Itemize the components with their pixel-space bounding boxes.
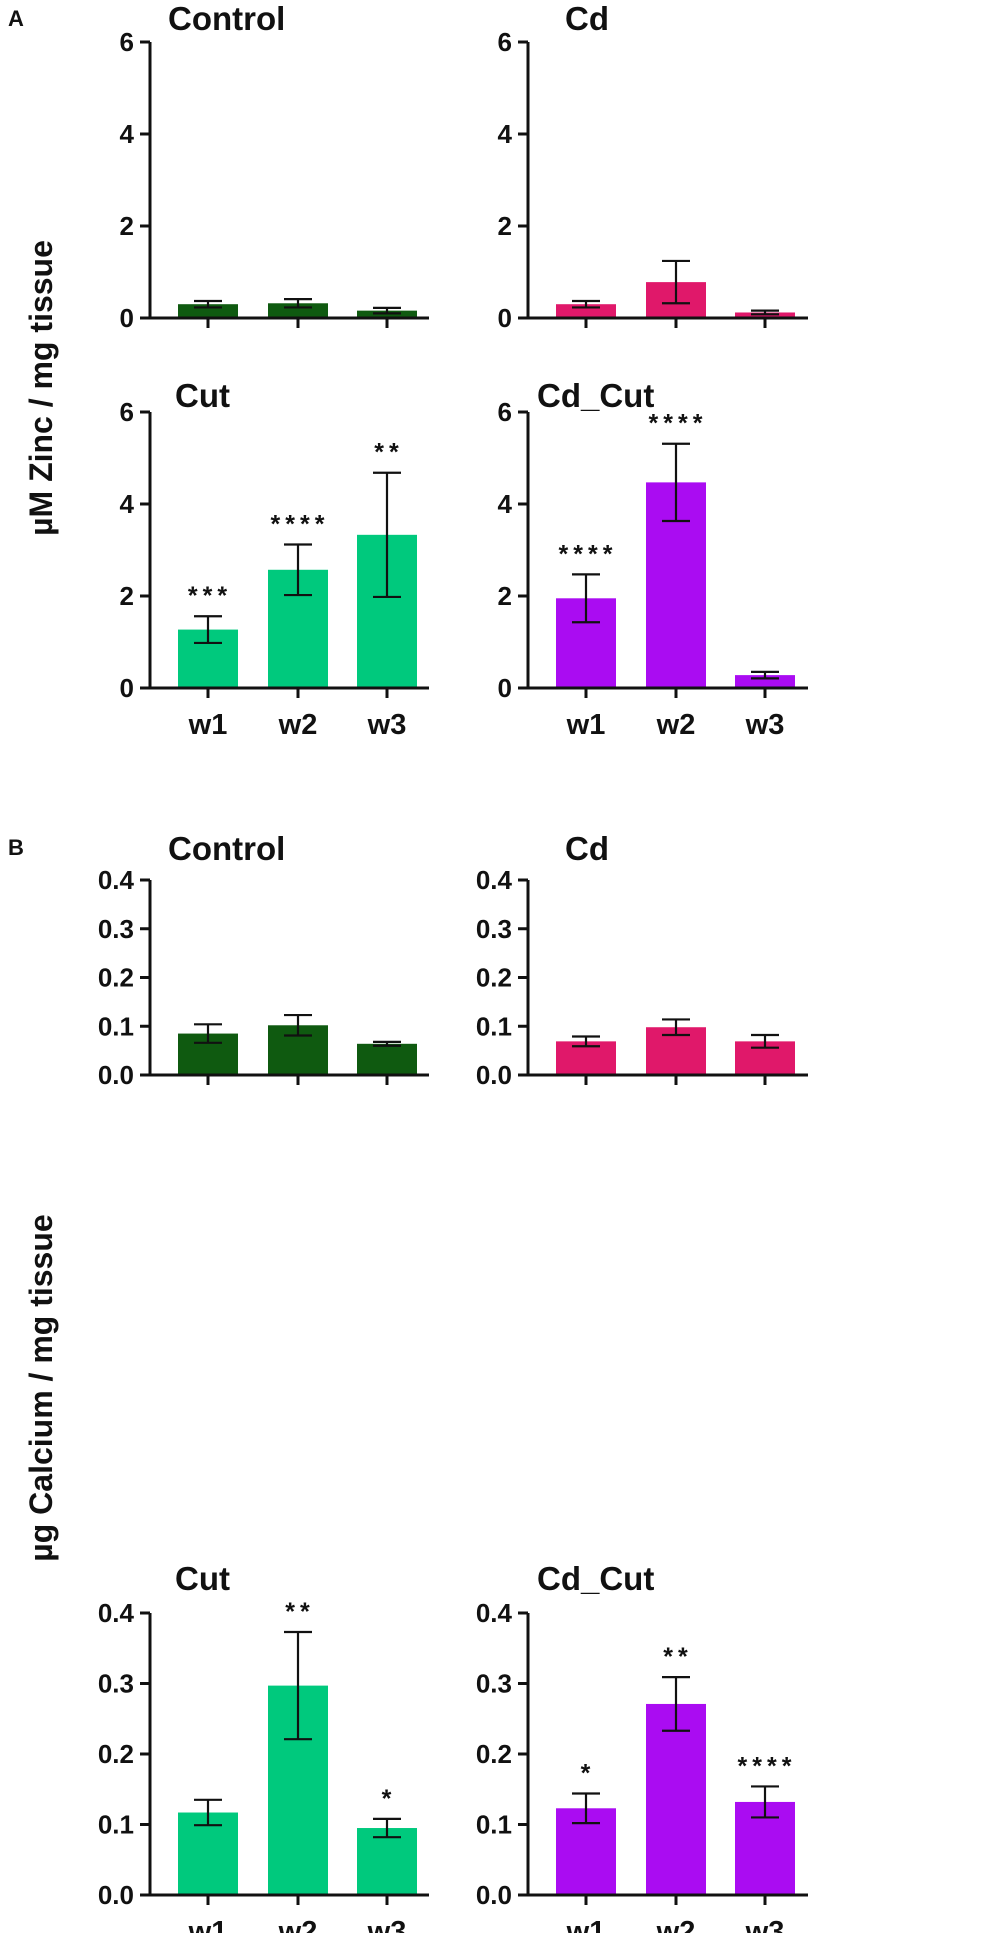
chart-a-cd: Cd 0 2 4 6 [498, 0, 808, 333]
bar-w3 [357, 1828, 417, 1895]
significance-label: * [581, 1759, 596, 1787]
bar-w1 [556, 304, 616, 318]
y-tick-label: 0.2 [98, 963, 134, 993]
y-tick-label: 0.2 [476, 963, 512, 993]
y-tick-label: 2 [498, 581, 512, 611]
significance-label: **** [559, 540, 618, 568]
y-tick-label: 0.2 [98, 1739, 134, 1769]
chart-title: Cd_Cut [537, 377, 654, 414]
category-label: w1 [566, 709, 606, 741]
chart-b-cd-cut: Cd_Cut * w1 ** w2 **** w3 0.0 0.1 0.2 0.3 0.4 [476, 1560, 808, 1933]
chart-title: Cut [175, 1560, 230, 1597]
y-tick-label: 0.3 [98, 914, 134, 944]
y-tick-label: 0 [498, 673, 512, 703]
significance-label: **** [649, 410, 708, 438]
y-tick-label: 0.4 [98, 865, 135, 895]
bar-w2 [646, 1703, 706, 1895]
bar-w2 [268, 303, 328, 318]
chart-b-control: Control 0.0 0.1 0.2 0.3 0.4 [98, 830, 429, 1090]
y-tick-label: 0.1 [476, 1011, 512, 1041]
y-tick-label: 0.3 [476, 1669, 512, 1699]
bar-w1 [178, 304, 238, 318]
y-tick-label: 0.4 [476, 865, 513, 895]
chart-title: Cd [565, 830, 609, 867]
category-label: w2 [278, 1916, 318, 1933]
chart-title: Cut [175, 377, 230, 414]
significance-label: *** [188, 582, 232, 610]
y-tick-label: 0.4 [98, 1598, 135, 1628]
significance-label: ** [285, 1598, 314, 1626]
y-tick-label: 0 [120, 303, 134, 333]
chart-title: Control [168, 830, 285, 867]
y-tick-label: 2 [120, 211, 134, 241]
bar-w3 [735, 675, 795, 688]
y-tick-label: 0.1 [476, 1810, 512, 1840]
category-label: w3 [745, 1916, 785, 1933]
significance-label: ** [663, 1643, 692, 1671]
panel-b-y-axis-label: µg Calcium / mg tissue [23, 1214, 59, 1561]
significance-label: **** [271, 510, 330, 538]
panel-b-label: B [8, 835, 24, 860]
significance-label: ** [374, 439, 403, 467]
chart-a-cut: Cut *** w1 **** w2 ** w3 0 2 4 6 [120, 377, 429, 741]
y-tick-label: 4 [498, 489, 513, 519]
y-tick-label: 0.0 [98, 1880, 134, 1910]
y-tick-label: 6 [120, 27, 134, 57]
category-label: w1 [566, 1916, 606, 1933]
category-label: w2 [656, 1916, 696, 1933]
y-tick-label: 4 [498, 119, 513, 149]
significance-label: **** [738, 1752, 797, 1780]
y-tick-label: 0 [120, 673, 134, 703]
y-tick-label: 2 [498, 211, 512, 241]
chart-a-control: Control 0 2 4 6 [120, 0, 429, 333]
chart-title: Control [168, 0, 285, 37]
y-tick-label: 0.0 [476, 1880, 512, 1910]
y-tick-label: 0.2 [476, 1739, 512, 1769]
y-tick-label: 0.4 [476, 1598, 513, 1628]
y-tick-label: 2 [120, 581, 134, 611]
y-tick-label: 0.0 [476, 1060, 512, 1090]
y-tick-label: 6 [498, 397, 512, 427]
category-label: w2 [656, 709, 696, 741]
y-tick-label: 0.3 [476, 914, 512, 944]
y-tick-label: 0.1 [98, 1810, 134, 1840]
chart-b-cd: Cd 0.0 0.1 0.2 0.3 0.4 [476, 830, 808, 1090]
panel-a-label: A [8, 6, 24, 31]
y-tick-label: 0 [498, 303, 512, 333]
chart-title: Cd [565, 0, 609, 37]
y-tick-label: 4 [120, 119, 135, 149]
y-tick-label: 0.0 [98, 1060, 134, 1090]
category-label: w1 [188, 709, 228, 741]
y-tick-label: 6 [120, 397, 134, 427]
category-label: w3 [367, 1916, 407, 1933]
chart-title: Cd_Cut [537, 1560, 654, 1597]
y-tick-label: 4 [120, 489, 135, 519]
category-label: w3 [367, 709, 407, 741]
y-tick-label: 0.3 [98, 1669, 134, 1699]
category-label: w1 [188, 1916, 228, 1933]
panel-a-y-axis-label: µM Zinc / mg tissue [23, 240, 59, 536]
category-label: w3 [745, 709, 785, 741]
bar-w3 [357, 1043, 417, 1075]
chart-b-cut: Cut w1 ** w2 * w3 0.0 0.1 0.2 0.3 0.4 [98, 1560, 429, 1933]
y-tick-label: 0.1 [98, 1011, 134, 1041]
y-tick-label: 6 [498, 27, 512, 57]
significance-label: * [382, 1785, 397, 1813]
category-label: w2 [278, 709, 318, 741]
